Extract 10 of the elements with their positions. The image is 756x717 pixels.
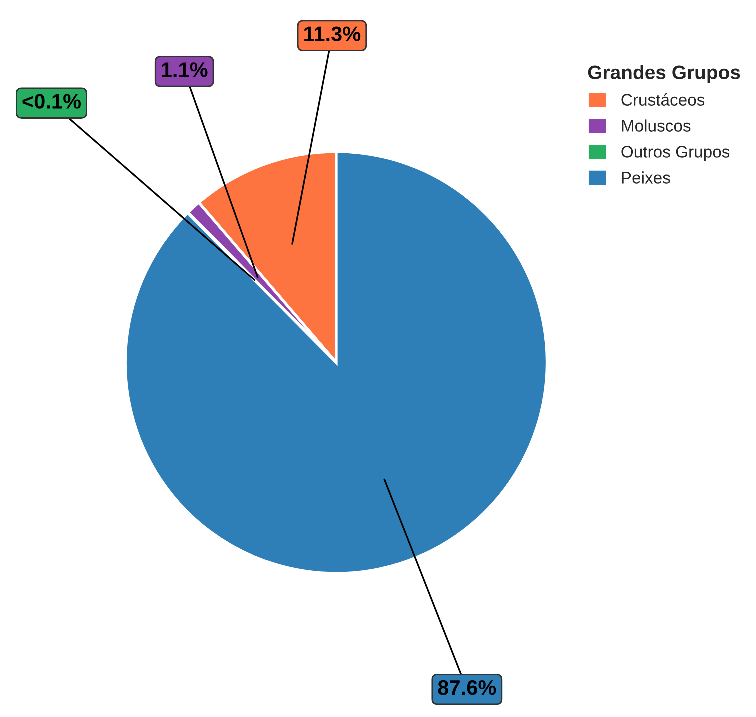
pie-slice — [124, 150, 549, 575]
legend-title: Grandes Grupos — [588, 65, 740, 84]
data-label: 11.3% — [304, 26, 361, 42]
data-label: 1.1% — [162, 62, 208, 78]
legend-label: Outros Grupos — [622, 146, 730, 162]
legend-label: Crustáceos — [622, 94, 705, 106]
data-label: <0.1% — [22, 94, 82, 109]
data-label: 87.6% — [438, 680, 496, 696]
legend-label: Peixes — [622, 172, 670, 184]
legend-label: Moluscos — [622, 120, 691, 132]
